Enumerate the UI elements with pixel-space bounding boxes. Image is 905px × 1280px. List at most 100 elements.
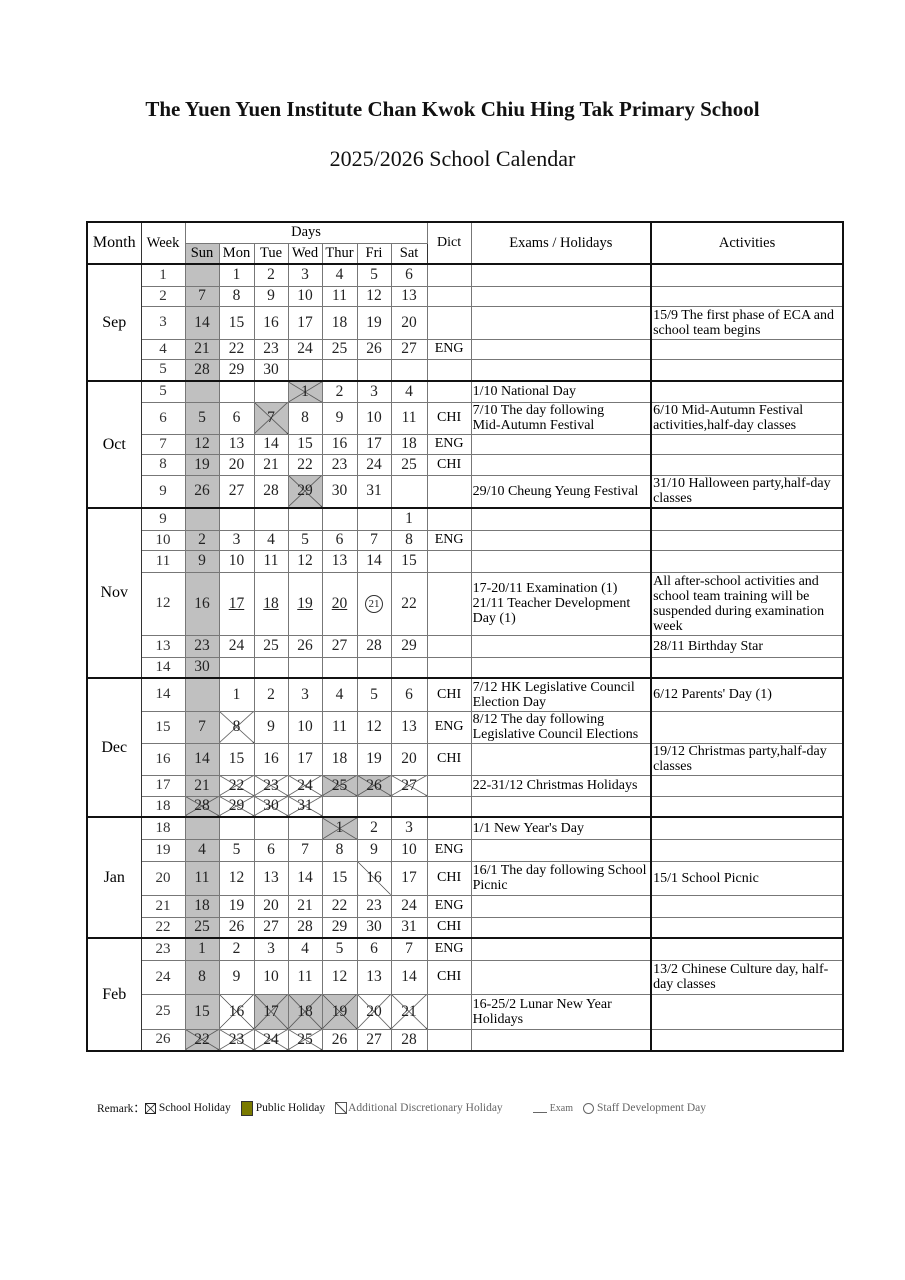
day-number: 6: [370, 940, 378, 958]
week-number-cell: 14: [140, 677, 186, 712]
day-cell: 13: [390, 285, 428, 307]
day-cell: [321, 358, 358, 382]
week-number: 17: [155, 777, 171, 793]
day-cell: 9: [184, 549, 220, 573]
day-number: 25: [331, 776, 348, 794]
dictation-subject-cell: ENG: [426, 838, 472, 862]
dictation-subject-cell: [426, 285, 472, 307]
day-cell: 1: [184, 937, 220, 961]
day-number: 11: [194, 869, 210, 886]
day-cell: 1: [321, 816, 358, 840]
week-row: 5 28 29 30: [87, 358, 844, 382]
staff-day-circle-icon: [583, 1102, 595, 1114]
day-cell: 25: [390, 453, 428, 476]
day-cell: 9: [253, 285, 289, 307]
week-row: 12 16 17 18 19 20 21 22 17-20/11 Examination (1)…: [87, 571, 844, 636]
exam-holiday-note: 16/1 The day following School Picnic: [472, 863, 647, 893]
day-number: 7: [267, 409, 275, 426]
month-label-cell: Dec: [86, 677, 142, 818]
day-cell: 15: [184, 993, 220, 1030]
day-number: 4: [267, 531, 275, 548]
day-number: 25: [194, 918, 210, 936]
week-row: 6 5 6 7 8 9 10 11 CHI 7/10 The day following Mid-…: [87, 401, 844, 435]
day-cell: 30: [184, 656, 220, 679]
activity-note-cell: 13/2 Chinese Culture day, half-day class…: [650, 959, 844, 995]
activity-note-cell: [650, 529, 844, 551]
dictation-subject-cell: [426, 474, 472, 509]
weekday-tue: Tue: [253, 242, 289, 265]
day-cell: 10: [390, 838, 428, 862]
day-number: 5: [335, 940, 344, 958]
dictation-subject: ENG: [434, 941, 464, 957]
exam-holiday-note-cell: [470, 358, 653, 382]
legend-school-holiday: School Holiday: [158, 1102, 231, 1114]
activity-note: 13/2 Chinese Culture day, half-day class…: [653, 962, 829, 992]
week-row: 11 9 10 11 12 13 14 15: [87, 549, 844, 573]
week-number: 7: [159, 435, 167, 452]
day-cell: 21: [356, 571, 392, 636]
week-row: 21 18 19 20 21 22 23 24 ENG: [87, 894, 844, 918]
week-number: 23: [155, 940, 171, 957]
day-number: 25: [263, 637, 279, 654]
day-cell: 28: [253, 474, 289, 509]
day-number: 1: [232, 685, 241, 703]
week-number-cell: 5: [140, 380, 186, 403]
month-label: Feb: [102, 985, 127, 1003]
day-number: 21: [365, 595, 383, 613]
day-cell: 3: [287, 263, 323, 287]
day-cell: 14: [390, 959, 428, 995]
day-number: 5: [232, 841, 241, 858]
day-cell: 1: [390, 507, 428, 531]
week-number: 10: [155, 531, 171, 548]
month-label: Sep: [102, 313, 127, 331]
day-cell: 8: [321, 838, 358, 862]
day-number: 2: [370, 819, 378, 837]
day-cell: 23: [218, 1028, 255, 1052]
day-number: 30: [263, 360, 279, 378]
day-number: 20: [401, 750, 417, 767]
day-cell: 27: [390, 338, 428, 360]
day-cell: 9: [253, 710, 289, 744]
day-cell: 28: [356, 634, 392, 658]
dictation-subject-cell: CHI: [426, 401, 472, 435]
day-cell: 12: [287, 549, 323, 573]
day-number: 25: [401, 455, 417, 473]
day-number: 18: [297, 1002, 313, 1020]
week-row: Sep 1 1 2 3 4 5 6: [86, 263, 844, 382]
day-cell: 26: [321, 1028, 358, 1052]
exam-holiday-note-cell: [470, 656, 653, 679]
day-number: 7: [301, 841, 309, 858]
week-row: Nov 9 1: [86, 507, 844, 679]
day-cell: 9: [321, 401, 358, 435]
day-number: 7: [370, 531, 378, 548]
day-cell: 10: [253, 959, 289, 995]
exam-holiday-note: 8/12 The day following Legislative Counc…: [472, 712, 639, 742]
day-number: 27: [366, 1030, 382, 1048]
day-number: 7: [198, 718, 206, 735]
day-number: 3: [370, 382, 378, 400]
day-cell: 3: [218, 529, 255, 551]
week-number-cell: 8: [140, 453, 186, 476]
day-cell: [390, 795, 428, 818]
day-number: 23: [263, 340, 279, 357]
exam-holiday-note-cell: 7/10 The day following Mid-Autumn Festiv…: [470, 401, 653, 435]
day-cell: 16: [184, 571, 220, 636]
week-number: 9: [159, 510, 167, 527]
day-cell: [321, 656, 358, 679]
dictation-subject-cell: ENG: [426, 894, 472, 918]
day-cell: 19: [184, 453, 220, 476]
day-number: 8: [198, 968, 206, 985]
day-cell: [218, 656, 255, 679]
day-cell: 7: [287, 838, 323, 862]
dictation-subject-cell: CHI: [426, 959, 472, 995]
day-cell: 17: [390, 860, 428, 896]
day-cell: 7: [253, 401, 289, 435]
day-number: 3: [301, 685, 309, 703]
day-number: 17: [297, 750, 313, 767]
day-cell: 23: [321, 453, 358, 476]
day-cell: 12: [356, 285, 392, 307]
activity-note-cell: [650, 263, 844, 287]
week-number: 6: [159, 409, 167, 426]
activity-note-cell: [650, 1028, 844, 1052]
day-number: 20: [366, 1002, 382, 1020]
